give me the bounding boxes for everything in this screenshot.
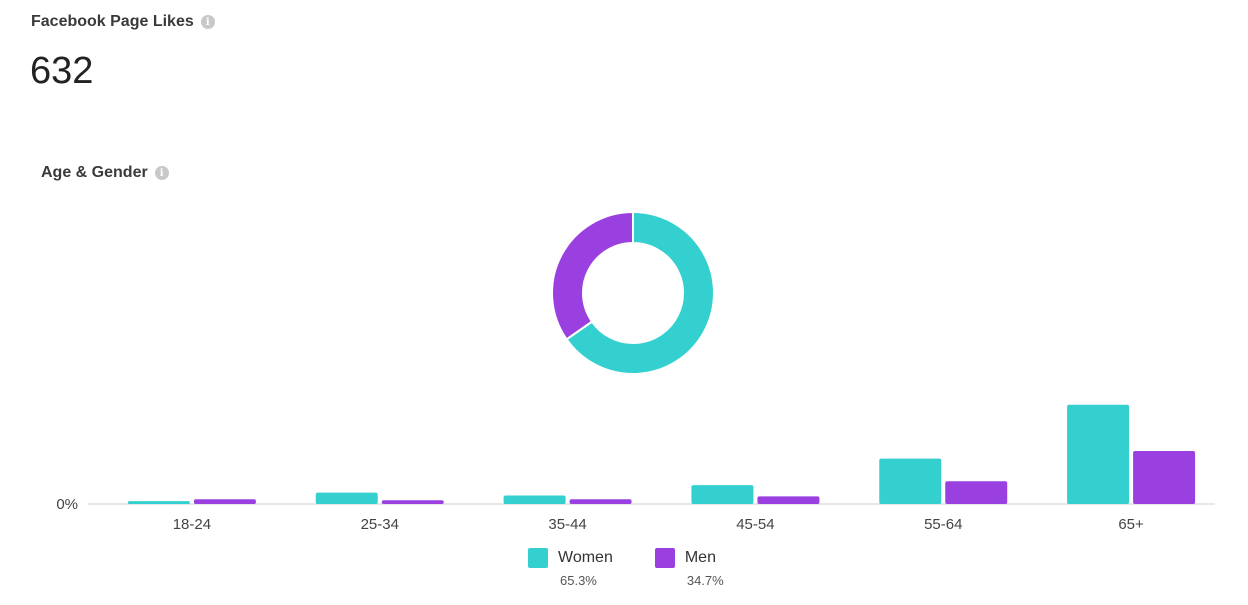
x-tick-label: 55-64 (924, 516, 962, 533)
page-likes-value: 632 (30, 50, 94, 92)
chart-legend: Women 65.3% Men 34.7% (528, 548, 724, 588)
x-tick-label: 25-34 (361, 516, 399, 533)
bar-men-18-24 (193, 499, 256, 504)
legend-label-women: Women (558, 549, 613, 566)
x-tick-label: 45-54 (736, 516, 774, 533)
legend-label-men: Men (684, 549, 716, 566)
donut-slice-women (565, 210, 715, 375)
bar-men-55-64 (945, 481, 1008, 504)
age-gender-title-text: Age & Gender (41, 164, 148, 181)
legend-swatch-women (528, 548, 548, 568)
y-tick-label: 0% (56, 496, 78, 513)
bar-men-65+ (1133, 451, 1196, 504)
legend-item-men[interactable]: Men 34.7% (654, 548, 724, 588)
bar-women-55-64 (879, 458, 942, 504)
info-icon[interactable]: i (154, 166, 169, 180)
bar-women-35-44 (503, 495, 566, 504)
bar-women-45-54 (691, 485, 754, 504)
legend-pct-women: 65.3% (560, 573, 597, 588)
bar-men-25-34 (381, 500, 444, 504)
bar-women-18-24 (127, 501, 190, 504)
page-likes-title: Facebook Page Likes i (31, 13, 215, 31)
donut-slice-men (551, 210, 634, 341)
legend-swatch-men (654, 548, 675, 568)
page-likes-title-text: Facebook Page Likes (31, 13, 194, 30)
x-tick-label: 35-44 (548, 516, 586, 533)
age-gender-title: Age & Gender i (41, 164, 169, 182)
bar-women-65+ (1067, 404, 1130, 504)
bar-women-25-34 (315, 492, 378, 504)
x-tick-label: 65+ (1118, 516, 1144, 533)
bar-men-35-44 (569, 499, 632, 504)
bar-men-45-54 (757, 496, 820, 504)
x-tick-label: 18-24 (173, 516, 211, 533)
legend-pct-men: 34.7% (686, 573, 724, 588)
legend-item-women[interactable]: Women 65.3% (528, 548, 613, 588)
info-icon[interactable]: i (200, 15, 215, 29)
